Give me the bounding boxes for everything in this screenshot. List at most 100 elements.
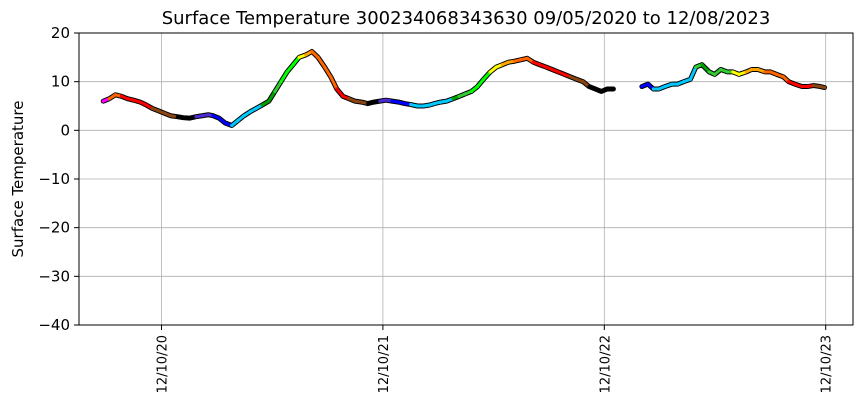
data-point	[663, 84, 667, 89]
data-point	[187, 116, 191, 120]
data-point	[550, 67, 554, 72]
data-point	[506, 60, 511, 64]
data-point	[494, 65, 498, 69]
data-point	[297, 55, 301, 59]
data-point	[688, 77, 693, 81]
data-point	[113, 93, 117, 97]
data-point	[574, 77, 578, 81]
data-point	[415, 104, 420, 108]
data-point	[562, 72, 566, 76]
data-point	[822, 85, 827, 90]
y-axis-label: Surface Temperature	[9, 101, 27, 258]
data-point	[682, 80, 686, 84]
data-point	[421, 104, 426, 108]
data-point	[254, 106, 258, 111]
data-point	[242, 114, 246, 118]
series-segment	[700, 63, 711, 74]
y-tick-label: 0	[60, 121, 70, 139]
data-point	[428, 103, 432, 107]
x-tick-label: 12/10/22	[598, 335, 613, 393]
series-segment	[273, 80, 283, 93]
data-point	[304, 53, 308, 57]
y-tick-label: −40	[38, 316, 70, 334]
data-point	[763, 70, 767, 74]
chart-title: Surface Temperature 300234068343630 09/0…	[162, 8, 771, 29]
data-point	[397, 100, 401, 104]
series-2	[639, 62, 827, 92]
y-tick-label: −30	[38, 267, 70, 285]
y-tick-label: 20	[51, 24, 70, 42]
data-point	[568, 75, 572, 79]
data-point	[156, 109, 161, 113]
data-point	[750, 67, 754, 72]
data-point	[731, 70, 735, 74]
data-point	[488, 70, 492, 74]
data-point	[444, 99, 449, 103]
data-point	[248, 110, 252, 114]
data-point	[700, 63, 704, 67]
x-tick-label: 12/10/23	[820, 335, 835, 393]
data-point	[168, 114, 173, 118]
data-point	[768, 70, 773, 74]
data-point	[285, 70, 289, 74]
data-point	[138, 100, 142, 104]
data-point	[719, 67, 723, 72]
data-point	[744, 70, 748, 74]
data-point	[310, 49, 314, 54]
data-point	[194, 115, 198, 119]
data-point	[175, 115, 179, 119]
x-axis: 12/10/20 12/10/21 12/10/22 12/10/23	[155, 325, 835, 393]
data-point	[599, 89, 603, 93]
data-point	[713, 72, 717, 76]
data-point	[531, 60, 535, 64]
data-point	[329, 75, 333, 79]
data-point	[544, 65, 548, 69]
data-point	[756, 67, 760, 72]
data-point	[125, 97, 130, 101]
data-point	[150, 106, 154, 111]
data-point	[438, 100, 443, 104]
data-point	[200, 114, 204, 118]
data-point	[291, 63, 295, 67]
data-point	[360, 100, 364, 104]
data-point	[725, 70, 730, 74]
data-point	[267, 99, 271, 103]
y-axis: −40 −30 −20 −10 0 10 20	[38, 24, 79, 334]
data-point	[451, 97, 455, 101]
data-point	[646, 82, 650, 86]
data-point	[593, 87, 597, 91]
data-point	[787, 80, 791, 84]
y-tick-label: 10	[51, 73, 70, 91]
data-point	[403, 101, 407, 106]
data-point	[230, 123, 234, 128]
data-point	[651, 87, 656, 91]
series-segment	[482, 70, 492, 81]
data-point	[537, 63, 541, 67]
data-point	[611, 87, 615, 91]
x-tick-label: 12/10/20	[155, 335, 170, 393]
data-point	[525, 56, 529, 60]
data-point	[384, 98, 388, 102]
data-point	[279, 80, 283, 84]
data-point	[323, 65, 327, 69]
data-point	[811, 83, 816, 88]
data-point	[341, 94, 345, 98]
data-point	[657, 87, 661, 91]
y-tick-label: −10	[38, 170, 70, 188]
data-point	[372, 100, 376, 104]
data-point	[581, 80, 585, 84]
data-point	[366, 101, 370, 106]
data-point	[640, 84, 644, 89]
data-point	[805, 84, 810, 89]
series-segment	[688, 65, 698, 81]
data-point	[217, 116, 221, 120]
data-point	[463, 92, 467, 96]
data-point	[518, 58, 523, 62]
series-segment	[323, 65, 333, 79]
data-point	[144, 103, 148, 107]
data-point	[162, 111, 167, 115]
data-point	[676, 82, 680, 86]
series-segment	[279, 70, 289, 84]
data-point	[273, 89, 277, 93]
